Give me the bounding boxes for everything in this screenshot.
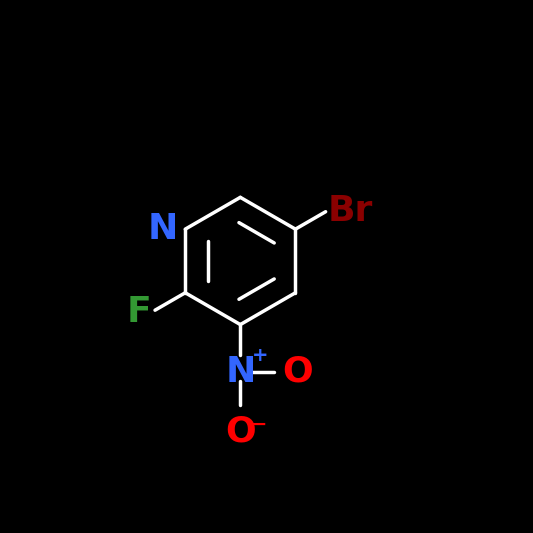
Text: Br: Br bbox=[327, 193, 373, 228]
Text: +: + bbox=[252, 346, 268, 365]
Text: O: O bbox=[225, 415, 256, 449]
Text: N: N bbox=[225, 355, 255, 389]
Text: N: N bbox=[148, 212, 178, 246]
Text: −: − bbox=[251, 415, 268, 434]
Text: F: F bbox=[127, 295, 151, 329]
Text: O: O bbox=[282, 355, 313, 389]
